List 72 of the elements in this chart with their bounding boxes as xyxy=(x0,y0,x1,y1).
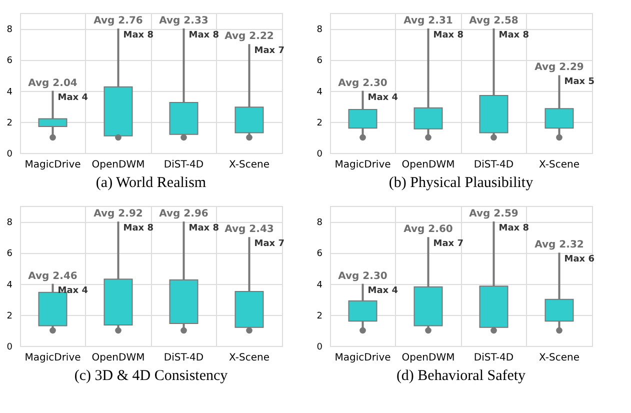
annotation: Avg 2.31 xyxy=(404,16,453,27)
annotation: Max 8 xyxy=(498,224,529,234)
y-tick-label: 0 xyxy=(316,150,323,160)
annotation: Avg 2.32 xyxy=(534,240,584,251)
annotation: Max 8 xyxy=(123,30,154,41)
text: (a) World Realism xyxy=(96,175,206,191)
annotation: Max 8 xyxy=(188,30,219,41)
annotation: Max 8 xyxy=(123,224,154,234)
x-tick-label: OpenDWM xyxy=(402,352,455,364)
x-tick-label: MagicDrive xyxy=(24,160,81,170)
annotation: Avg 2.96 xyxy=(159,208,208,220)
x-tick-label: X-Scene xyxy=(539,352,580,364)
y-tick-label: 2 xyxy=(6,311,12,322)
annotation: Avg 2.46 xyxy=(28,270,78,282)
annotation: Avg 2.59 xyxy=(469,208,518,220)
y-tick-label: 0 xyxy=(6,150,13,160)
annotation: Avg 2.29 xyxy=(534,62,584,74)
annotation: Avg 2.33 xyxy=(159,16,208,27)
annotation: Avg 2.43 xyxy=(224,224,274,236)
y-tick-label: 6 xyxy=(6,249,13,260)
annotation: Avg 2.30 xyxy=(338,270,388,282)
x-tick-label: DiST-4D xyxy=(164,160,204,170)
x-tick-label: OpenDWM xyxy=(92,352,145,364)
y-tick-label: 4 xyxy=(6,87,13,98)
annotation: Max 8 xyxy=(433,30,464,41)
annotation: Avg 2.58 xyxy=(469,16,518,27)
annotation: Max 4 xyxy=(368,286,398,296)
y-tick-label: 6 xyxy=(316,56,323,66)
annotation: Avg 2.60 xyxy=(404,224,453,236)
y-tick-label: 6 xyxy=(6,56,13,66)
x-tick-label: MagicDrive xyxy=(24,352,81,364)
annotation: Max 4 xyxy=(368,92,398,103)
text: (c) 3D & 4D Consistency xyxy=(74,368,228,384)
x-tick-label: MagicDrive xyxy=(334,160,391,170)
text: (b) Physical Plausibility xyxy=(388,175,534,191)
annotation: Max 4 xyxy=(58,92,88,103)
y-tick-label: 8 xyxy=(316,218,323,228)
annotation: Max 7 xyxy=(254,46,284,56)
annotation: Max 6 xyxy=(564,254,594,265)
y-tick-label: 8 xyxy=(6,218,13,228)
y-tick-label: 4 xyxy=(316,280,323,290)
y-tick-label: 2 xyxy=(316,118,322,128)
y-tick-label: 8 xyxy=(6,25,13,36)
x-tick-label: OpenDWM xyxy=(402,160,455,170)
x-tick-label: X-Scene xyxy=(229,160,270,170)
y-tick-label: 4 xyxy=(6,280,13,290)
x-tick-label: DiST-4D xyxy=(474,352,514,364)
annotation: Max 8 xyxy=(188,224,219,234)
annotation: Avg 2.30 xyxy=(338,78,388,89)
annotation: Max 7 xyxy=(433,239,464,250)
annotation: Avg 2.92 xyxy=(94,208,143,220)
x-tick-label: X-Scene xyxy=(229,352,270,364)
y-tick-label: 2 xyxy=(6,118,12,128)
text: (d) Behavioral Safety xyxy=(396,368,526,384)
y-tick-label: 4 xyxy=(316,87,323,98)
x-tick-label: DiST-4D xyxy=(164,352,204,364)
x-tick-label: X-Scene xyxy=(539,160,580,170)
x-tick-label: OpenDWM xyxy=(92,160,145,170)
y-tick-label: 2 xyxy=(316,311,322,322)
annotation: Max 4 xyxy=(58,286,88,296)
y-tick-label: 8 xyxy=(316,25,323,36)
x-tick-label: DiST-4D xyxy=(474,160,514,170)
y-tick-label: 0 xyxy=(6,342,13,352)
y-tick-label: 0 xyxy=(316,342,323,352)
annotation: Max 8 xyxy=(498,30,529,41)
annotation: Avg 2.76 xyxy=(94,16,143,27)
y-tick-label: 6 xyxy=(316,249,323,260)
annotation: Max 7 xyxy=(254,239,284,250)
annotation: Avg 2.04 xyxy=(28,78,78,89)
annotation: Avg 2.22 xyxy=(224,31,274,42)
annotation: Max 5 xyxy=(564,77,594,88)
x-tick-label: MagicDrive xyxy=(334,352,391,364)
